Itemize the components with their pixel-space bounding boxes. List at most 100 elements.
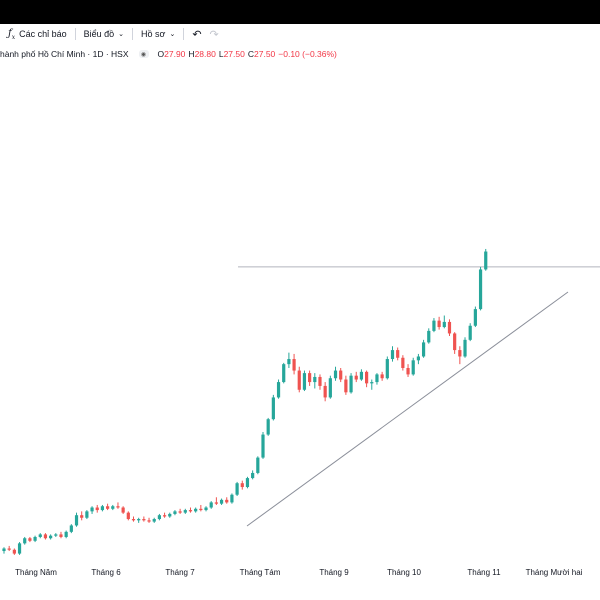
candle xyxy=(256,456,260,475)
candle-body xyxy=(106,506,110,509)
indicators-button[interactable]: ƒx Các chỉ báo xyxy=(0,26,71,42)
candle xyxy=(447,319,452,336)
candle xyxy=(178,508,182,514)
candle xyxy=(370,379,374,390)
candle xyxy=(390,346,395,362)
candle xyxy=(106,503,110,511)
trend-line[interactable] xyxy=(246,291,569,527)
open-label: O xyxy=(157,49,165,59)
candle-body xyxy=(69,525,73,532)
candle xyxy=(219,498,224,505)
candle xyxy=(188,507,193,513)
candle-body xyxy=(390,350,395,360)
candle-body xyxy=(427,330,431,343)
candle xyxy=(442,315,446,329)
chart-menu-button[interactable]: Biểu đồ ⌄ xyxy=(80,26,128,42)
candle-body xyxy=(240,483,244,488)
candle-body xyxy=(49,535,53,539)
candle-body xyxy=(313,376,317,383)
redo-button[interactable]: ↷ xyxy=(206,26,223,42)
candle xyxy=(323,382,327,402)
candle xyxy=(64,530,68,539)
candle xyxy=(478,266,483,311)
time-axis-label: Tháng 6 xyxy=(91,568,121,577)
candle-body xyxy=(152,519,156,522)
candle-body xyxy=(38,534,42,537)
candle-body xyxy=(230,494,234,503)
candle-body xyxy=(95,507,99,511)
candle-body xyxy=(219,499,224,504)
candle-body xyxy=(380,374,384,379)
symbol-title[interactable]: hành phố Hồ Chí Minh · 1D · HSX xyxy=(0,49,129,59)
candle-body xyxy=(442,321,446,328)
candle-body xyxy=(396,350,400,358)
candle-body xyxy=(28,538,32,541)
candle-body xyxy=(328,378,332,398)
candle xyxy=(396,347,400,361)
candle-body xyxy=(162,515,167,517)
candle-body xyxy=(59,534,63,537)
candle-body xyxy=(178,511,182,513)
candle xyxy=(297,366,301,393)
candle xyxy=(375,373,379,385)
candle xyxy=(126,511,130,521)
candle-body xyxy=(64,531,68,537)
candle-body xyxy=(323,385,327,398)
candle xyxy=(416,353,420,365)
candle-body xyxy=(375,374,379,383)
candle-body xyxy=(209,502,213,508)
eye-icon[interactable]: ◉ xyxy=(138,50,149,58)
candle xyxy=(131,516,136,522)
candle-body xyxy=(406,368,410,375)
candle-body xyxy=(271,397,275,420)
candle-body xyxy=(297,370,301,390)
candle-body xyxy=(245,478,250,488)
candle xyxy=(111,504,115,511)
candle-body xyxy=(126,512,130,520)
candle xyxy=(90,506,94,514)
candle-body xyxy=(2,548,6,552)
candle xyxy=(2,547,6,554)
candle xyxy=(214,497,218,505)
profile-menu-button[interactable]: Hồ sơ ⌄ xyxy=(137,26,179,42)
candle-body xyxy=(344,379,348,393)
candle xyxy=(152,517,156,523)
time-axis-label: Tháng 7 xyxy=(165,568,195,577)
candle xyxy=(245,476,250,489)
candle xyxy=(432,318,436,333)
series-legend: hành phố Hồ Chí Minh · 1D · HSX ◉ O 27.90… xyxy=(0,46,337,62)
candle xyxy=(318,374,322,390)
candle-body xyxy=(116,506,120,508)
candle xyxy=(276,379,281,399)
candle-body xyxy=(225,499,229,503)
candle xyxy=(194,507,198,513)
candle-body xyxy=(100,506,105,511)
candle-body xyxy=(416,356,420,361)
candle xyxy=(12,548,16,555)
browser-top-bar xyxy=(0,0,600,24)
candle-body xyxy=(256,457,260,473)
candle-body xyxy=(370,382,374,384)
candle-body xyxy=(137,519,141,521)
candle xyxy=(266,417,270,436)
candle xyxy=(473,306,477,328)
candle xyxy=(54,533,58,537)
candle xyxy=(349,373,353,394)
price-chart[interactable] xyxy=(0,60,600,565)
low-value: 27.50 xyxy=(223,49,245,59)
candle xyxy=(385,356,389,380)
undo-button[interactable]: ↶ xyxy=(188,26,205,42)
open-value: 27.90 xyxy=(164,49,186,59)
candle xyxy=(313,373,317,389)
candle xyxy=(28,536,32,543)
candle-body xyxy=(43,534,48,539)
toolbar-divider xyxy=(74,28,76,40)
low-label: L xyxy=(218,49,224,59)
candle-body xyxy=(261,434,265,458)
candle xyxy=(173,510,177,516)
time-axis[interactable]: Tháng Năm Tháng 6 Tháng 7 Tháng Tám Tháng 9 T… xyxy=(0,565,600,585)
candle xyxy=(157,513,161,521)
candle-body xyxy=(214,502,218,504)
candle xyxy=(230,493,234,504)
candle xyxy=(80,511,84,521)
